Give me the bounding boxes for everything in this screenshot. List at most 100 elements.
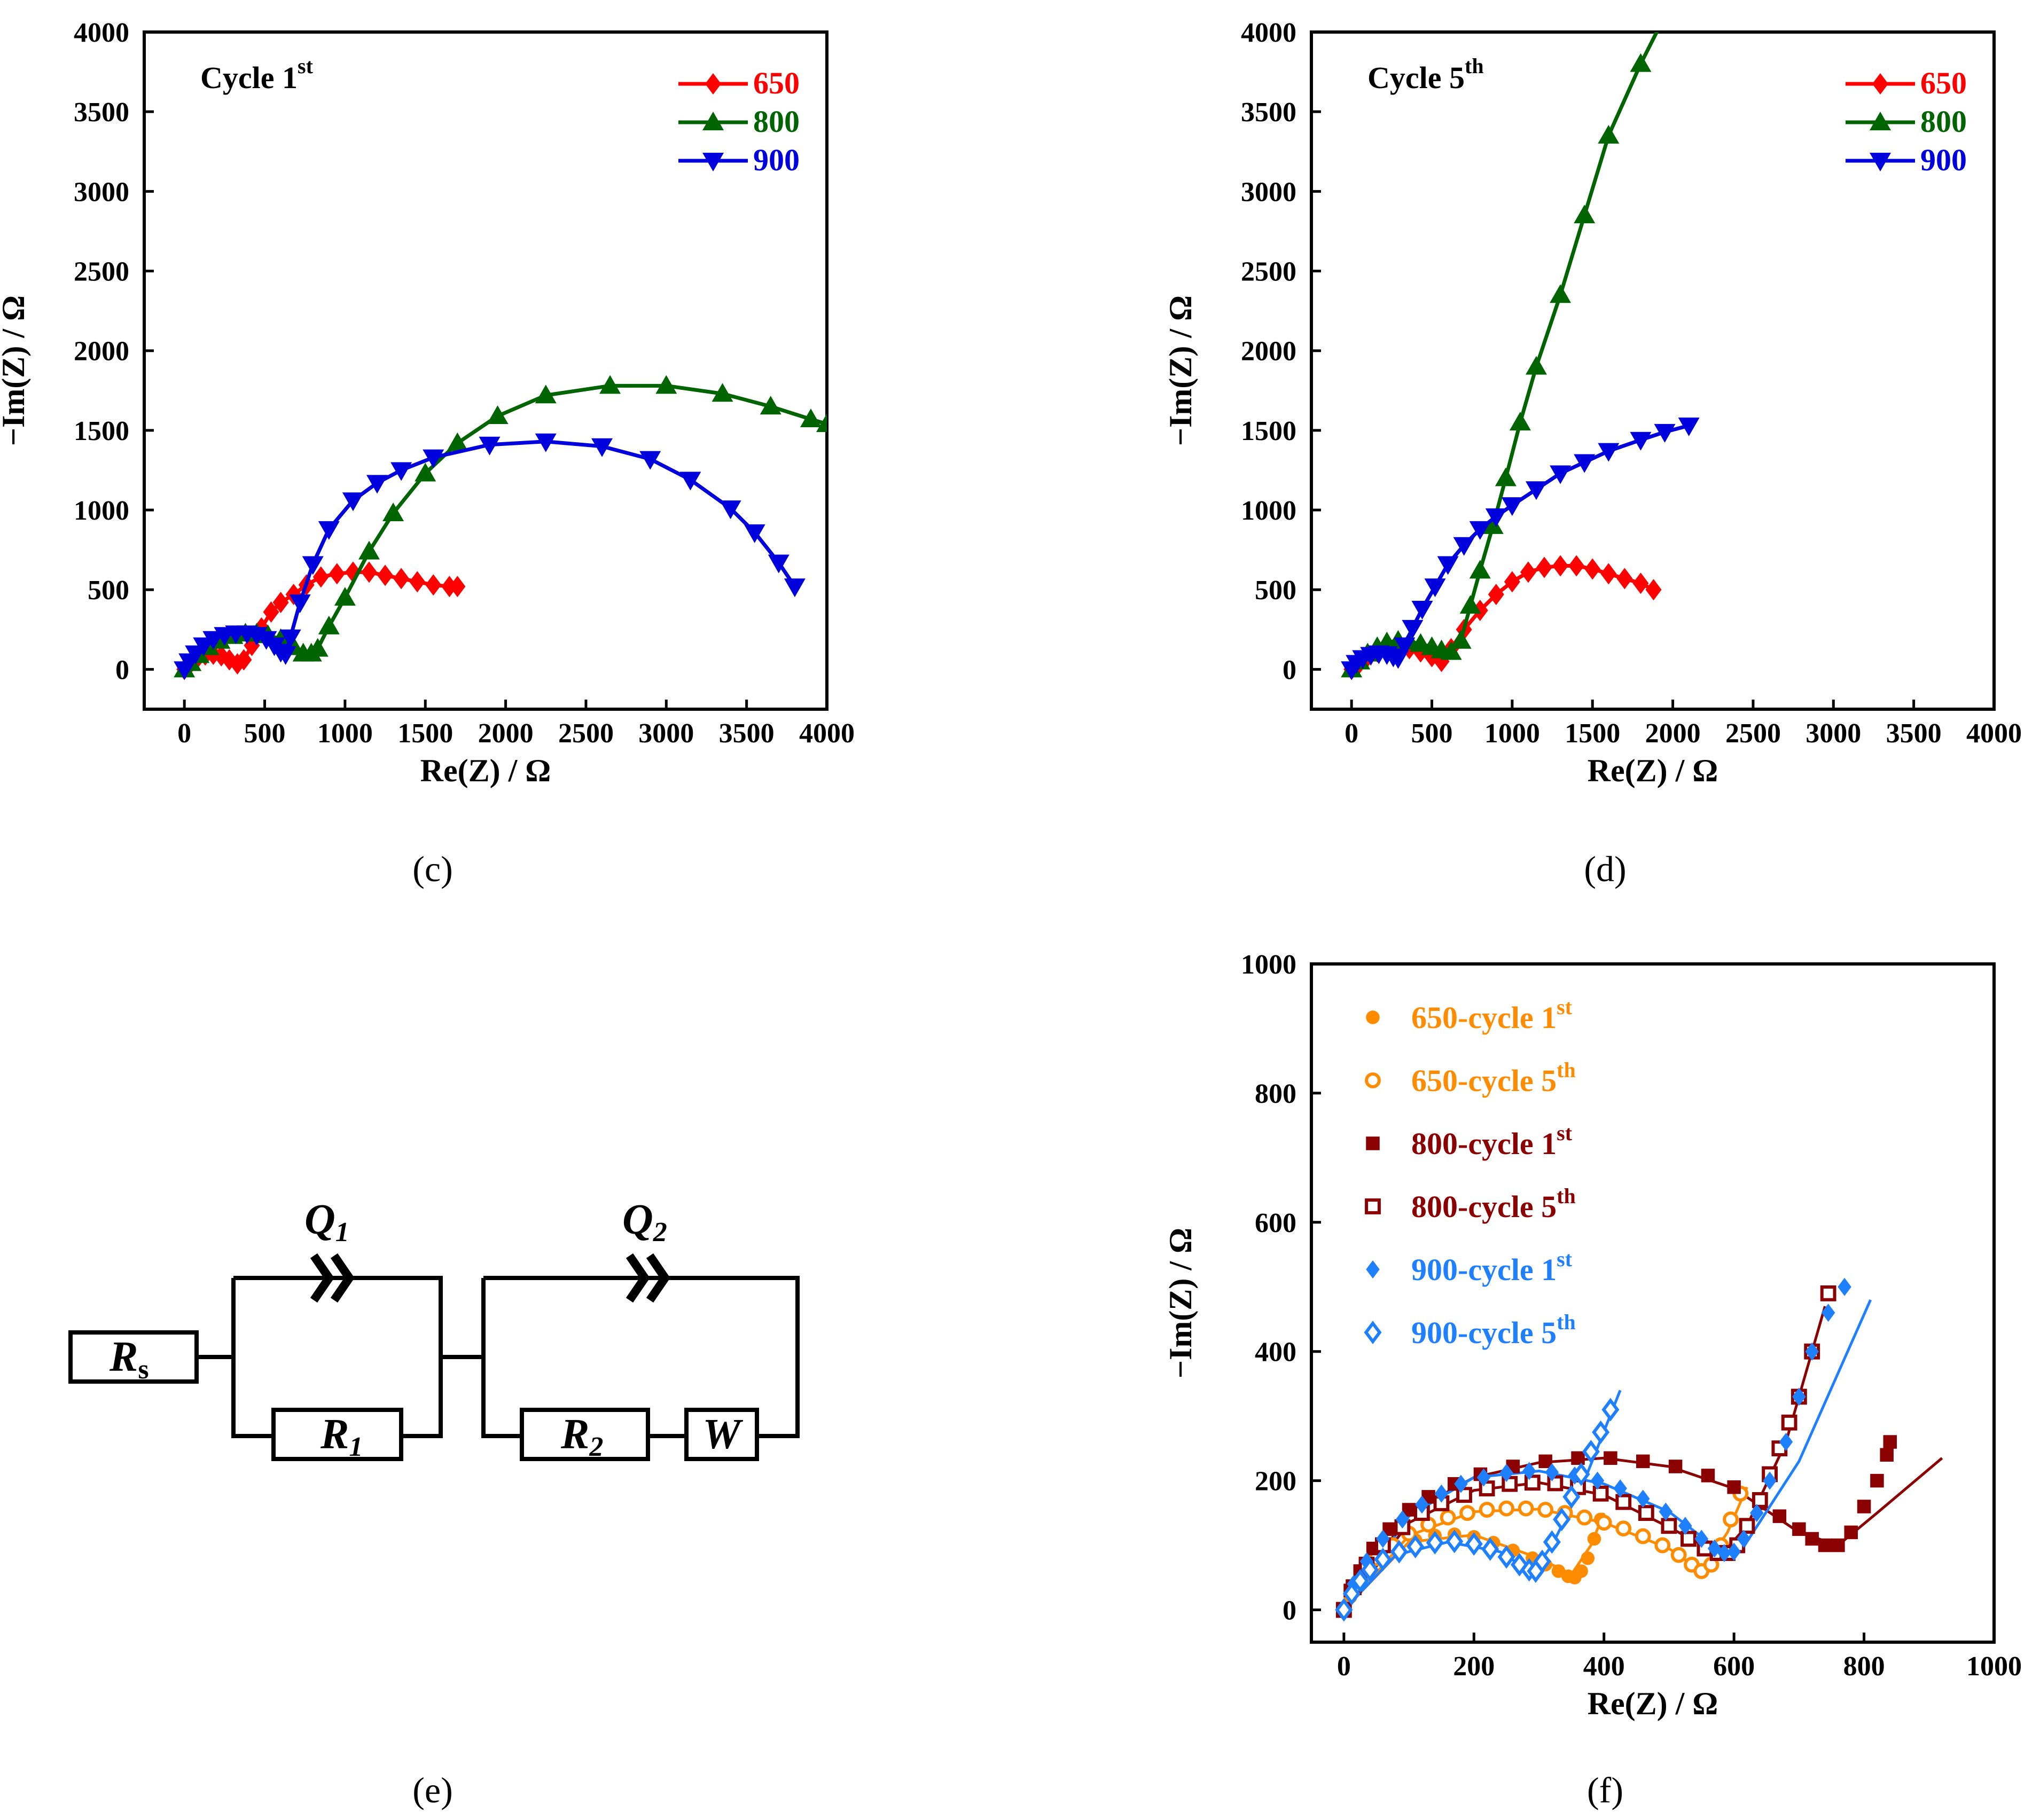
data-point	[1635, 1528, 1651, 1544]
x-tick-label: 1000	[1484, 718, 1540, 749]
q2-cpe-symbol	[626, 1253, 670, 1303]
q2-label: Q2	[622, 1196, 667, 1248]
data-point	[1818, 1538, 1832, 1552]
chart-d: 0 500 1000 1500 2000 2500 3000 3500 4000 0 500 1000…	[1163, 18, 2022, 788]
y-tick-label: 1000	[74, 496, 129, 526]
chart-d-plot-area	[1341, 32, 1700, 680]
data-point	[1525, 356, 1547, 375]
legend-marker	[1366, 1260, 1380, 1278]
data-point	[1592, 1420, 1610, 1444]
data-point	[1518, 1500, 1534, 1517]
chart-c: 0 500 1000 1500 2000 2500 3000 3500 4000 0 500 1000…	[0, 18, 855, 788]
y-tick-label: 4000	[74, 18, 129, 48]
data-point	[720, 500, 741, 520]
w-label: W	[702, 1411, 743, 1458]
y-tick-label: 2500	[74, 257, 129, 287]
data-point	[1613, 1479, 1627, 1498]
data-point	[334, 587, 356, 606]
x-tick-label: 4000	[1966, 718, 2022, 749]
data-point	[1537, 1502, 1554, 1518]
series-line	[1350, 423, 1690, 671]
x-tick-label: 2000	[478, 718, 534, 749]
y-axis-label: −Im(Z) / Ω	[1163, 295, 1198, 446]
series-900-cycle-5	[1335, 1398, 1620, 1622]
chart-f: 0 200 400 600 800 1000 0 200 400 600 800 1000 Re(Z) …	[1163, 950, 2022, 1721]
panel-label-d: (d)	[1584, 849, 1626, 889]
x-tick-label: 2500	[558, 718, 614, 749]
r1-resistor	[271, 1408, 403, 1461]
data-point	[712, 383, 733, 402]
data-point	[1476, 1468, 1491, 1487]
data-point	[1426, 1531, 1444, 1555]
y-tick-label: 0	[1283, 1596, 1296, 1626]
data-point	[1694, 1529, 1709, 1548]
data-point	[487, 405, 509, 425]
x-tick-label: 4000	[799, 718, 855, 749]
data-point	[275, 646, 296, 665]
data-point	[1465, 1532, 1483, 1556]
data-point	[1727, 1542, 1741, 1561]
legend-marker	[1870, 112, 1891, 130]
data-point	[1792, 1387, 1806, 1406]
x-tick-label: 2500	[1725, 718, 1781, 749]
data-point	[1390, 1540, 1408, 1564]
data-point	[1880, 1448, 1894, 1462]
data-point	[1459, 1505, 1476, 1521]
legend-label: 650-cycle 5th	[1411, 1058, 1576, 1098]
x-tick-label: 1500	[397, 718, 453, 749]
data-point	[1509, 411, 1531, 430]
data-point	[1485, 508, 1507, 527]
y-tick-label: 3500	[1241, 97, 1296, 128]
series-900-cycle-1	[1337, 1277, 1851, 1619]
data-point	[639, 451, 661, 470]
data-point	[441, 576, 458, 598]
data-point	[1601, 1398, 1620, 1422]
data-point	[1598, 443, 1620, 462]
data-point	[382, 503, 404, 522]
legend-marker	[1366, 1010, 1380, 1024]
data-point	[1402, 619, 1424, 639]
data-point	[1781, 1414, 1797, 1431]
data-point	[1342, 1582, 1361, 1606]
data-point	[263, 601, 279, 623]
x-tick-label: 400	[1583, 1651, 1625, 1682]
data-point	[361, 561, 377, 583]
y-axis-label: −Im(Z) / Ω	[0, 295, 31, 446]
data-point	[1574, 205, 1596, 224]
legend-label: 650	[1920, 66, 1967, 100]
data-point	[1659, 1502, 1673, 1521]
data-point	[1821, 1304, 1835, 1322]
data-point	[1576, 1509, 1593, 1526]
legend-label: 800-cycle 5th	[1411, 1184, 1576, 1224]
legend-marker	[1872, 73, 1888, 95]
x-tick-label: 3000	[638, 718, 694, 749]
data-point	[1857, 1500, 1871, 1513]
x-tick-label: 200	[1453, 1651, 1495, 1682]
data-point	[358, 540, 380, 560]
data-point	[800, 408, 822, 427]
y-tick-label: 1000	[1241, 950, 1296, 980]
x-axis-label: Re(Z) / Ω	[1588, 753, 1718, 788]
y-tick-label: 500	[1255, 575, 1296, 606]
data-point	[1668, 1460, 1683, 1473]
data-point	[535, 385, 557, 404]
data-point	[1590, 1471, 1605, 1490]
data-point	[1752, 1492, 1768, 1508]
y-tick-label: 3000	[74, 177, 129, 207]
data-point	[679, 472, 701, 491]
chart-c-plot-area	[174, 375, 827, 680]
data-point	[1520, 561, 1536, 583]
legend-label: 800-cycle 1st	[1411, 1121, 1573, 1161]
data-point	[307, 638, 329, 657]
data-point	[1805, 1532, 1819, 1546]
data-point	[1870, 1473, 1884, 1488]
chart-f-frame	[1310, 962, 1996, 1644]
data-point	[760, 396, 781, 415]
data-point	[1552, 555, 1569, 577]
data-point	[1763, 1471, 1777, 1490]
data-point	[1533, 1549, 1551, 1573]
legend-marker	[702, 153, 724, 171]
x-tick-label: 1000	[317, 718, 373, 749]
data-point	[1678, 1517, 1692, 1535]
